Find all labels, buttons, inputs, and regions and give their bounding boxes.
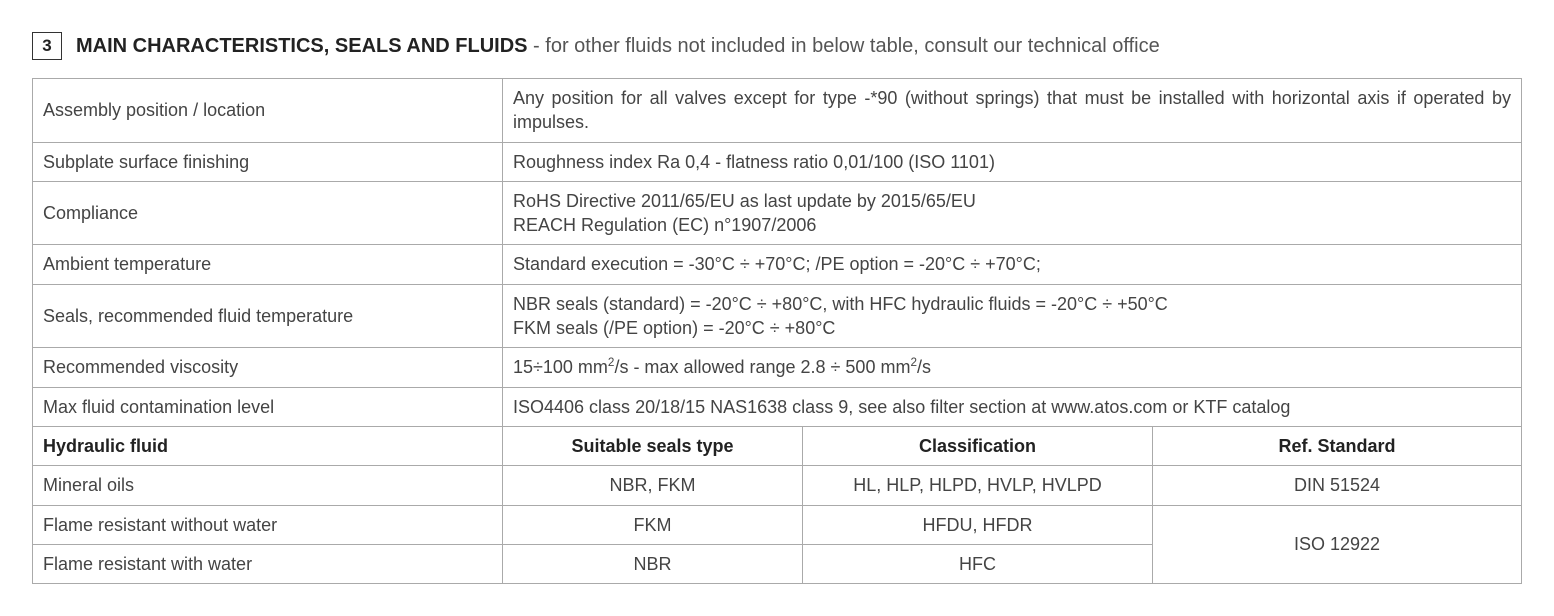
fluid-mineral-ref: DIN 51524 <box>1153 466 1522 505</box>
fluid-mineral-seals: NBR, FKM <box>503 466 803 505</box>
value-subplate: Roughness index Ra 0,4 - flatness ratio … <box>503 142 1522 181</box>
fluid-flame-nowater-seals: FKM <box>503 505 803 544</box>
section-header: 3 MAIN CHARACTERISTICS, SEALS AND FLUIDS… <box>32 32 1522 60</box>
fluid-flame-water-class: HFC <box>803 544 1153 583</box>
row-mineral-oils: Mineral oils NBR, FKM HL, HLP, HLPD, HVL… <box>33 466 1522 505</box>
fluid-flame-nowater-class: HFDU, HFDR <box>803 505 1153 544</box>
visc-mid: /s - max allowed range 2.8 ÷ 500 mm <box>614 357 910 377</box>
hdr-ref-standard: Ref. Standard <box>1153 426 1522 465</box>
hdr-classification: Classification <box>803 426 1153 465</box>
label-ambient: Ambient temperature <box>33 245 503 284</box>
row-subplate: Subplate surface finishing Roughness ind… <box>33 142 1522 181</box>
row-flame-nowater: Flame resistant without water FKM HFDU, … <box>33 505 1522 544</box>
value-ambient: Standard execution = -30°C ÷ +70°C; /PE … <box>503 245 1522 284</box>
label-subplate: Subplate surface finishing <box>33 142 503 181</box>
visc-post: /s <box>917 357 931 377</box>
fluid-flame-water-seals: NBR <box>503 544 803 583</box>
row-viscosity: Recommended viscosity 15÷100 mm2/s - max… <box>33 348 1522 387</box>
fluid-flame-ref: ISO 12922 <box>1153 505 1522 584</box>
fluid-flame-nowater-name: Flame resistant without water <box>33 505 503 544</box>
value-viscosity: 15÷100 mm2/s - max allowed range 2.8 ÷ 5… <box>503 348 1522 387</box>
compliance-line2: REACH Regulation (EC) n°1907/2006 <box>513 215 816 235</box>
compliance-line1: RoHS Directive 2011/65/EU as last update… <box>513 191 976 211</box>
section-title-bold: MAIN CHARACTERISTICS, SEALS AND FLUIDS <box>76 35 527 57</box>
row-seals: Seals, recommended fluid temperature NBR… <box>33 284 1522 348</box>
row-contamination: Max fluid contamination level ISO4406 cl… <box>33 387 1522 426</box>
label-seals: Seals, recommended fluid temperature <box>33 284 503 348</box>
section-number: 3 <box>42 36 51 56</box>
row-assembly: Assembly position / location Any positio… <box>33 79 1522 143</box>
fluid-mineral-name: Mineral oils <box>33 466 503 505</box>
label-viscosity: Recommended viscosity <box>33 348 503 387</box>
label-contamination: Max fluid contamination level <box>33 387 503 426</box>
value-contamination: ISO4406 class 20/18/15 NAS1638 class 9, … <box>503 387 1522 426</box>
value-seals: NBR seals (standard) = -20°C ÷ +80°C, wi… <box>503 284 1522 348</box>
row-compliance: Compliance RoHS Directive 2011/65/EU as … <box>33 181 1522 245</box>
characteristics-table: Assembly position / location Any positio… <box>32 78 1522 584</box>
section-title: MAIN CHARACTERISTICS, SEALS AND FLUIDS -… <box>76 35 1160 58</box>
seals-line2: FKM seals (/PE option) = -20°C ÷ +80°C <box>513 318 835 338</box>
visc-pre: 15÷100 mm <box>513 357 608 377</box>
value-compliance: RoHS Directive 2011/65/EU as last update… <box>503 181 1522 245</box>
seals-line1: NBR seals (standard) = -20°C ÷ +80°C, wi… <box>513 294 1168 314</box>
value-assembly: Any position for all valves except for t… <box>503 79 1522 143</box>
fluid-flame-water-name: Flame resistant with water <box>33 544 503 583</box>
label-assembly: Assembly position / location <box>33 79 503 143</box>
label-compliance: Compliance <box>33 181 503 245</box>
row-ambient: Ambient temperature Standard execution =… <box>33 245 1522 284</box>
hdr-hydraulic-fluid: Hydraulic fluid <box>33 426 503 465</box>
section-number-box: 3 <box>32 32 62 60</box>
section-title-light: - for other fluids not included in below… <box>527 35 1159 57</box>
hdr-seals-type: Suitable seals type <box>503 426 803 465</box>
fluid-header-row: Hydraulic fluid Suitable seals type Clas… <box>33 426 1522 465</box>
fluid-mineral-class: HL, HLP, HLPD, HVLP, HVLPD <box>803 466 1153 505</box>
